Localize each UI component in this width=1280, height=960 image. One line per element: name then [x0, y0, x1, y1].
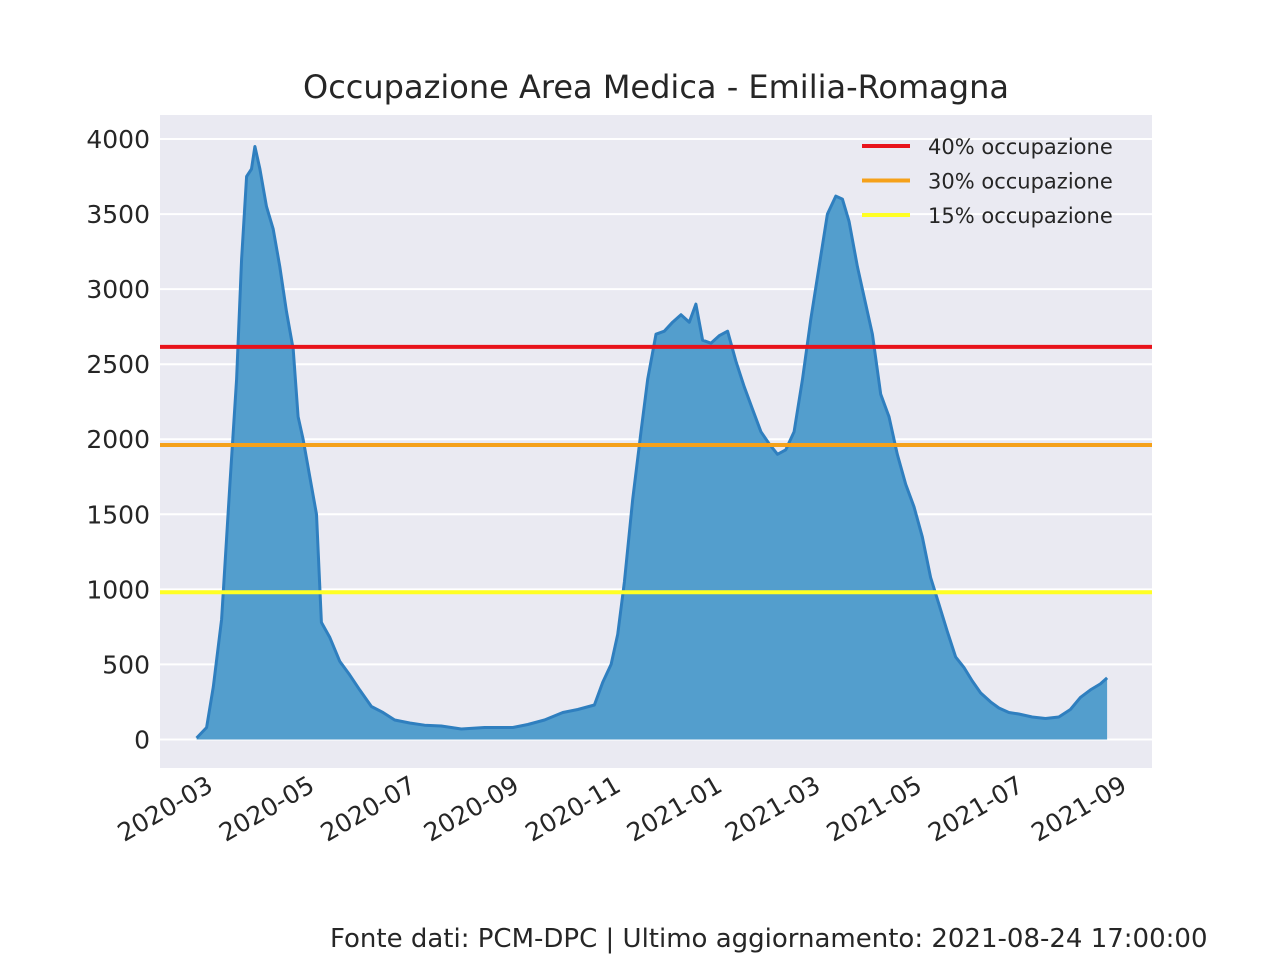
x-tick-labels: 2020-032020-052020-072020-092020-112021-…: [113, 770, 1132, 847]
x-tick-label: 2020-05: [214, 770, 319, 847]
y-tick-label: 500: [102, 650, 150, 679]
y-tick-label: 1500: [86, 500, 150, 529]
x-tick-label: 2021-09: [1026, 770, 1131, 847]
y-tick-label: 0: [134, 725, 150, 754]
x-tick-label: 2021-01: [622, 770, 727, 847]
x-tick-label: 2020-03: [113, 770, 218, 847]
x-tick-label: 2021-03: [720, 770, 825, 847]
area-line-0: [195, 145, 1109, 740]
x-tick-label: 2021-07: [923, 770, 1028, 847]
legend-label-1: 30% occupazione: [928, 170, 1113, 194]
x-tick-label: 2020-07: [316, 770, 421, 847]
y-tick-label: 3500: [86, 200, 150, 229]
x-tick-label: 2021-05: [822, 770, 927, 847]
x-tick-label: 2020-11: [520, 770, 625, 847]
y-tick-label: 3000: [86, 275, 150, 304]
footer-source: Fonte dati: PCM-DPC | Ultimo aggiornamen…: [330, 924, 1208, 954]
y-tick-labels: 0 500 1000 1500 2000 2500 3000 3500 4000: [86, 125, 150, 754]
threshold-lines: [160, 344, 1152, 595]
y-tick-label: 2500: [86, 350, 150, 379]
y-tick-label: 2000: [86, 425, 150, 454]
legend-label-0: 40% occupazione: [928, 135, 1113, 159]
legend: 40% occupazione 30% occupazione 15% occupa…: [862, 135, 1113, 228]
y-tick-label: 4000: [86, 125, 150, 154]
legend-label-2: 15% occupazione: [928, 204, 1113, 228]
y-tick-label: 1000: [86, 575, 150, 604]
chart-title: Occupazione Area Medica - Emilia-Romagna: [303, 68, 1009, 106]
x-tick-label: 2020-09: [419, 770, 524, 847]
